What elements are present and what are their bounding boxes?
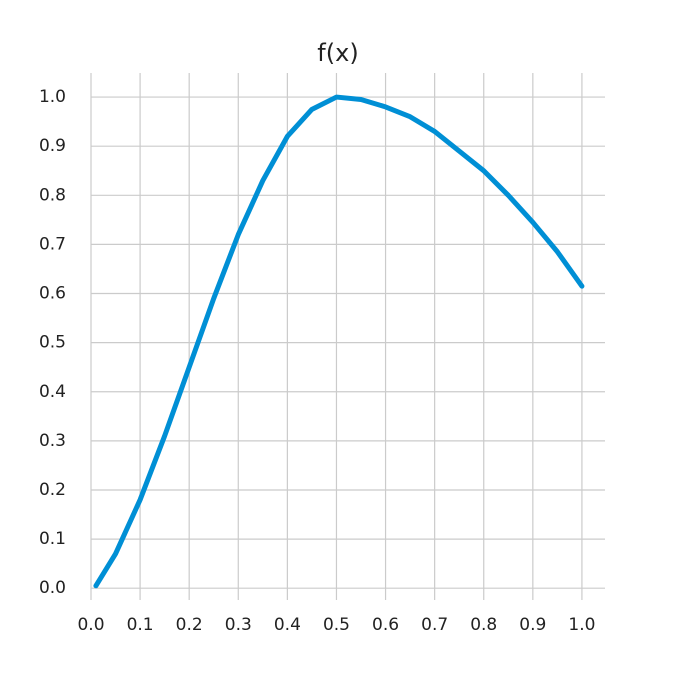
x-tick-label: 0.5 bbox=[323, 615, 350, 635]
y-tick-label: 1.0 bbox=[39, 87, 66, 107]
y-tick-label: 0.7 bbox=[39, 234, 66, 254]
x-tick-label: 0.4 bbox=[274, 615, 301, 635]
x-tick-label: 0.3 bbox=[225, 615, 252, 635]
x-tick-label: 0.9 bbox=[519, 615, 546, 635]
y-tick-label: 0.2 bbox=[39, 480, 66, 500]
x-tick-label: 0.6 bbox=[372, 615, 399, 635]
y-tick-label: 0.6 bbox=[39, 284, 66, 304]
x-tick-label: 0.2 bbox=[176, 615, 203, 635]
y-tick-label: 0.5 bbox=[39, 333, 66, 353]
chart-title: f(x) bbox=[317, 39, 358, 67]
x-tick-label: 0.7 bbox=[421, 615, 448, 635]
y-tick-label: 0.4 bbox=[39, 382, 66, 402]
y-tick-label: 0.9 bbox=[39, 136, 66, 156]
y-tick-label: 0.3 bbox=[39, 431, 66, 451]
x-tick-label: 0.8 bbox=[470, 615, 497, 635]
y-tick-label: 0.1 bbox=[39, 529, 66, 549]
x-tick-label: 0.1 bbox=[127, 615, 154, 635]
y-tick-label: 0.0 bbox=[39, 578, 66, 598]
y-tick-label: 0.8 bbox=[39, 185, 66, 205]
x-tick-label: 1.0 bbox=[568, 615, 595, 635]
x-tick-label: 0.0 bbox=[77, 615, 104, 635]
line bbox=[93, 94, 585, 589]
